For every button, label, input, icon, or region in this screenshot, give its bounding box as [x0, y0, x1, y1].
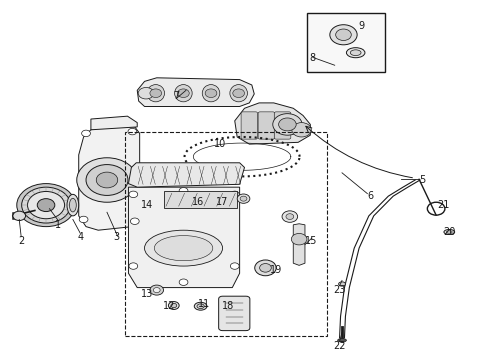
Circle shape [128, 129, 137, 135]
Circle shape [291, 233, 306, 245]
Text: 8: 8 [309, 53, 315, 63]
Polygon shape [91, 116, 137, 130]
Circle shape [240, 196, 246, 201]
Ellipse shape [67, 194, 79, 216]
Circle shape [179, 188, 187, 194]
Ellipse shape [337, 338, 346, 342]
Bar [306, 13, 384, 72]
Circle shape [232, 89, 244, 98]
Polygon shape [128, 163, 244, 187]
Ellipse shape [194, 302, 206, 310]
Circle shape [37, 199, 55, 212]
Circle shape [153, 288, 160, 293]
Text: 12: 12 [163, 301, 175, 311]
Ellipse shape [144, 230, 222, 266]
Ellipse shape [443, 229, 454, 234]
Ellipse shape [197, 304, 204, 309]
Text: 20: 20 [442, 227, 454, 237]
Circle shape [329, 25, 356, 45]
Circle shape [291, 123, 311, 137]
Ellipse shape [349, 50, 360, 55]
Text: 14: 14 [141, 200, 153, 210]
Text: 17: 17 [216, 197, 228, 207]
Ellipse shape [229, 85, 247, 102]
Circle shape [17, 184, 75, 226]
Circle shape [27, 192, 64, 219]
Text: 11: 11 [198, 299, 210, 309]
Text: 23: 23 [333, 285, 345, 296]
Circle shape [21, 187, 70, 223]
Circle shape [79, 216, 88, 223]
Ellipse shape [174, 85, 192, 102]
FancyBboxPatch shape [258, 112, 274, 139]
Ellipse shape [170, 303, 176, 308]
Text: 9: 9 [358, 21, 364, 31]
Circle shape [13, 211, 25, 221]
Circle shape [138, 87, 154, 99]
Text: 7: 7 [173, 91, 179, 101]
FancyBboxPatch shape [218, 296, 249, 330]
Text: 18: 18 [222, 301, 234, 311]
Circle shape [285, 214, 293, 220]
FancyBboxPatch shape [241, 112, 257, 139]
Circle shape [179, 279, 187, 285]
Circle shape [237, 194, 249, 203]
Circle shape [177, 89, 189, 98]
Circle shape [230, 263, 239, 269]
Ellipse shape [168, 302, 179, 310]
Polygon shape [234, 103, 310, 144]
Circle shape [77, 158, 137, 202]
Bar [125, 132, 327, 336]
FancyBboxPatch shape [274, 112, 290, 139]
Polygon shape [137, 78, 254, 107]
Text: 19: 19 [269, 265, 282, 275]
Ellipse shape [154, 235, 212, 261]
Ellipse shape [346, 48, 364, 58]
Text: 1: 1 [55, 220, 61, 230]
Circle shape [259, 264, 271, 272]
Text: 5: 5 [419, 175, 425, 185]
Ellipse shape [69, 198, 76, 212]
Circle shape [150, 285, 163, 295]
Ellipse shape [202, 85, 219, 102]
Circle shape [254, 260, 276, 276]
Circle shape [230, 191, 239, 198]
Circle shape [129, 191, 138, 198]
Polygon shape [128, 187, 239, 288]
Circle shape [335, 29, 350, 41]
Polygon shape [79, 126, 140, 230]
Circle shape [278, 118, 296, 131]
Text: 3: 3 [113, 232, 120, 242]
Text: 22: 22 [333, 341, 345, 351]
Text: 10: 10 [214, 139, 226, 149]
Text: 6: 6 [366, 191, 373, 201]
Text: 13: 13 [141, 289, 153, 299]
Text: 15: 15 [305, 236, 317, 246]
Circle shape [130, 218, 139, 225]
Circle shape [96, 172, 118, 188]
Circle shape [129, 263, 138, 269]
Ellipse shape [338, 282, 345, 286]
Circle shape [272, 114, 302, 135]
Polygon shape [163, 192, 237, 208]
Circle shape [205, 89, 216, 98]
Text: 16: 16 [192, 197, 204, 207]
Text: 21: 21 [436, 200, 448, 210]
Circle shape [150, 89, 161, 98]
Circle shape [81, 130, 90, 136]
Polygon shape [293, 224, 305, 265]
Text: 4: 4 [77, 232, 83, 242]
Ellipse shape [446, 231, 451, 233]
Ellipse shape [147, 85, 164, 102]
Circle shape [86, 165, 128, 195]
Text: 2: 2 [18, 236, 24, 246]
Circle shape [282, 211, 297, 222]
